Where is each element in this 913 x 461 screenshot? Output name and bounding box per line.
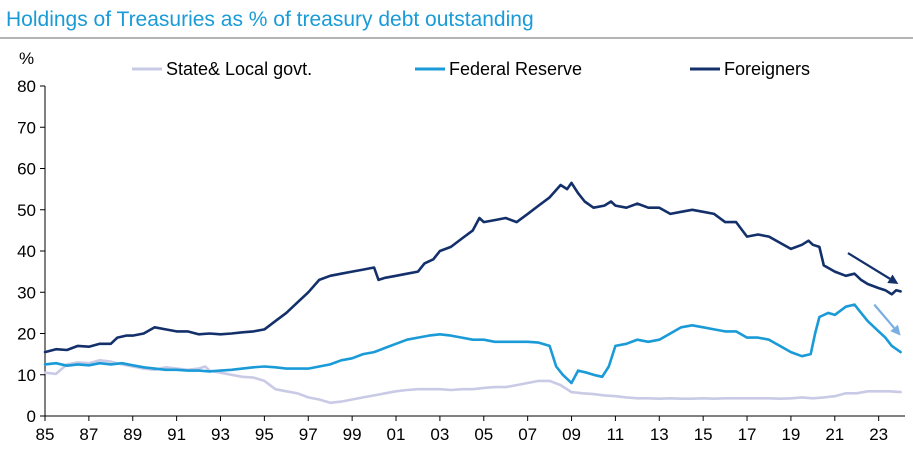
y-tick-label: 60: [17, 160, 36, 179]
x-tick-label: 13: [650, 425, 669, 444]
x-tick-label: 99: [343, 425, 362, 444]
x-tick-label: 03: [430, 425, 449, 444]
x-tick-label: 19: [781, 425, 800, 444]
x-tick-label: 15: [694, 425, 713, 444]
annotation-arrow-head: [890, 324, 901, 336]
annotation-arrow-shaft: [847, 252, 891, 280]
legend-label: State& Local govt.: [166, 59, 312, 79]
series-line-2: [43, 181, 902, 354]
x-tick-label: 89: [123, 425, 142, 444]
x-tick-label: 95: [255, 425, 274, 444]
y-tick-label: 40: [17, 242, 36, 261]
axes: [44, 86, 905, 417]
x-tick-label: 09: [562, 425, 581, 444]
annotation-arrow-head: [887, 274, 899, 284]
x-tick-label: 05: [474, 425, 493, 444]
x-tick-label: 87: [79, 425, 98, 444]
x-tick-label: 07: [518, 425, 537, 444]
legend-label: Federal Reserve: [449, 59, 582, 79]
x-tick-label: 97: [299, 425, 318, 444]
series-line-1: [43, 303, 902, 385]
annotation-arrow-shaft: [873, 303, 895, 329]
y-ticks: 0 10 20 30 40 50 60 70 80: [17, 77, 45, 426]
x-tick-label: 01: [387, 425, 406, 444]
x-tick-label: 85: [36, 425, 55, 444]
series-line-0: [43, 359, 902, 405]
x-tick-label: 93: [211, 425, 230, 444]
chart-title: Holdings of Treasuries as % of treasury …: [6, 8, 534, 31]
x-tick-label: 11: [607, 425, 625, 444]
legend: State& Local govt. Federal Reserve Foreign…: [132, 59, 810, 79]
x-tick-label: 91: [167, 425, 186, 444]
x-tick-label: 23: [869, 425, 888, 444]
legend-label: Foreigners: [724, 59, 810, 79]
y-axis-unit-label: %: [19, 49, 34, 68]
y-tick-label: 30: [17, 283, 36, 302]
annotations: [847, 252, 901, 336]
x-ticks: 85 87 89 91 93 95 97 99 01 03 05 07 09 11 13 15 17 19 21 23: [36, 416, 888, 444]
x-tick-label: 17: [738, 425, 757, 444]
y-tick-label: 10: [17, 366, 36, 385]
x-tick-label: 21: [825, 425, 844, 444]
y-tick-label: 0: [27, 407, 36, 426]
y-tick-label: 20: [17, 325, 36, 344]
y-tick-label: 50: [17, 201, 36, 220]
y-tick-label: 70: [17, 118, 36, 137]
series-lines: [43, 181, 902, 405]
y-tick-label: 80: [17, 77, 36, 96]
